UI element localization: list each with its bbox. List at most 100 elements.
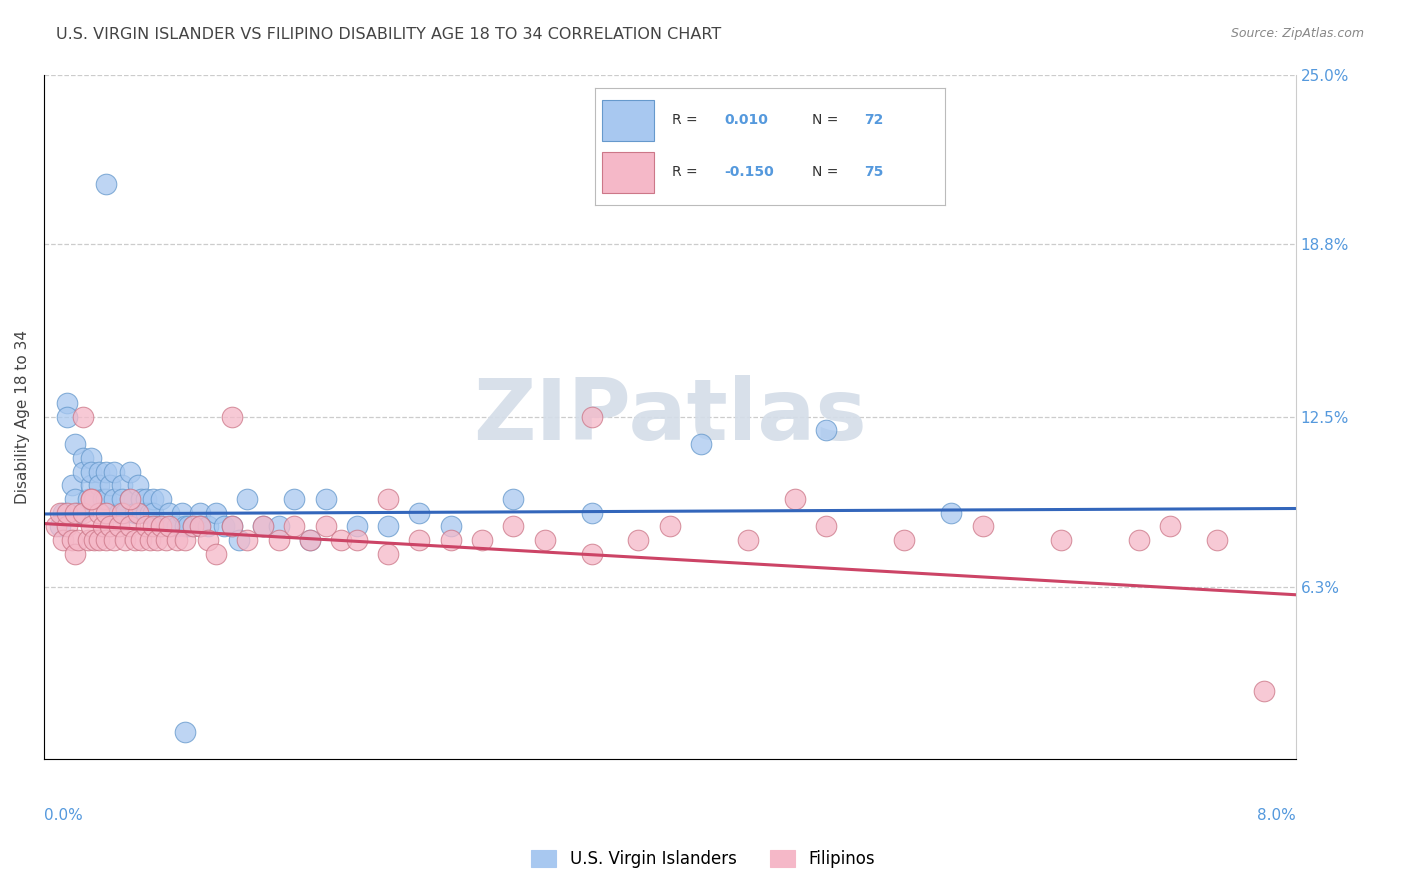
Point	[581, 409, 603, 424]
Point	[145, 519, 167, 533]
Point	[737, 533, 759, 547]
Point	[581, 547, 603, 561]
Point	[212, 519, 235, 533]
Point	[502, 519, 524, 533]
Point	[83, 491, 105, 506]
Point	[150, 491, 173, 506]
Point	[783, 491, 806, 506]
Point	[56, 409, 79, 424]
Point	[98, 519, 121, 533]
Point	[283, 519, 305, 533]
Point	[135, 519, 157, 533]
Point	[177, 519, 200, 533]
Point	[72, 409, 94, 424]
Point	[142, 491, 165, 506]
Point	[166, 519, 188, 533]
Point	[160, 519, 183, 533]
Point	[941, 506, 963, 520]
Text: 0.0%: 0.0%	[44, 808, 83, 823]
Point	[658, 519, 681, 533]
Y-axis label: Disability Age 18 to 34: Disability Age 18 to 34	[15, 330, 30, 504]
Point	[87, 478, 110, 492]
Text: 8.0%: 8.0%	[1257, 808, 1295, 823]
Point	[155, 533, 177, 547]
Point	[221, 409, 243, 424]
Point	[63, 437, 86, 451]
Point	[52, 506, 75, 520]
Point	[1050, 533, 1073, 547]
Point	[111, 478, 134, 492]
Point	[80, 491, 103, 506]
Point	[283, 491, 305, 506]
Point	[111, 491, 134, 506]
Point	[236, 533, 259, 547]
Point	[157, 519, 180, 533]
Point	[93, 491, 115, 506]
Point	[181, 519, 204, 533]
Point	[48, 519, 70, 533]
Point	[72, 450, 94, 465]
Point	[87, 465, 110, 479]
Point	[173, 519, 195, 533]
Point	[188, 506, 211, 520]
Point	[315, 519, 337, 533]
Point	[63, 506, 86, 520]
Legend: U.S. Virgin Islanders, Filipinos: U.S. Virgin Islanders, Filipinos	[524, 843, 882, 875]
Point	[197, 533, 219, 547]
Point	[267, 533, 290, 547]
Point	[815, 424, 838, 438]
Point	[236, 491, 259, 506]
Point	[221, 519, 243, 533]
Point	[502, 491, 524, 506]
Text: ZIPatlas: ZIPatlas	[472, 376, 866, 458]
Point	[181, 519, 204, 533]
Point	[114, 533, 136, 547]
Point	[252, 519, 274, 533]
Point	[60, 478, 83, 492]
Point	[108, 519, 131, 533]
Point	[80, 450, 103, 465]
Point	[408, 533, 430, 547]
Point	[627, 533, 650, 547]
Point	[96, 177, 118, 191]
Point	[170, 506, 193, 520]
Point	[67, 506, 90, 520]
Point	[377, 519, 399, 533]
Point	[98, 478, 121, 492]
Point	[118, 491, 141, 506]
Point	[166, 533, 188, 547]
Point	[267, 519, 290, 533]
Point	[72, 506, 94, 520]
Point	[205, 506, 228, 520]
Point	[76, 533, 98, 547]
Point	[815, 519, 838, 533]
Point	[118, 465, 141, 479]
Point	[124, 506, 146, 520]
Point	[135, 491, 157, 506]
Point	[96, 506, 118, 520]
Point	[471, 533, 494, 547]
Point	[127, 478, 149, 492]
Point	[188, 519, 211, 533]
Point	[80, 465, 103, 479]
Point	[87, 533, 110, 547]
Point	[228, 533, 250, 547]
Point	[1253, 683, 1275, 698]
Point	[1159, 519, 1181, 533]
Point	[972, 519, 994, 533]
Point	[56, 519, 79, 533]
Point	[96, 465, 118, 479]
Point	[173, 533, 195, 547]
Point	[56, 506, 79, 520]
Point	[60, 533, 83, 547]
Point	[221, 519, 243, 533]
Point	[150, 519, 173, 533]
Point	[690, 437, 713, 451]
Point	[118, 519, 141, 533]
Point	[145, 533, 167, 547]
Point	[83, 533, 105, 547]
Point	[124, 533, 146, 547]
Point	[157, 506, 180, 520]
Point	[103, 491, 125, 506]
Point	[440, 533, 463, 547]
